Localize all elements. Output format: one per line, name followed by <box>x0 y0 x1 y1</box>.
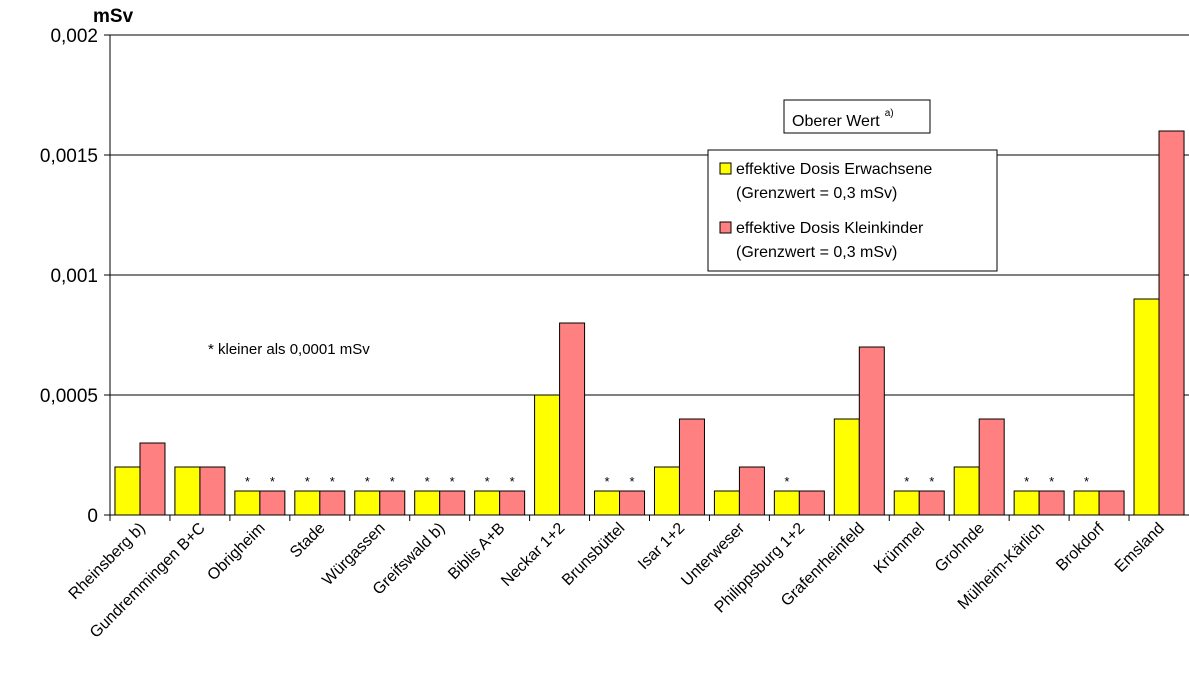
upper-value-footnote: a) <box>885 108 894 119</box>
bar-adults <box>713 490 740 516</box>
star-marker: * <box>784 474 789 489</box>
y-tick-label: 0 <box>87 506 98 527</box>
bar-children <box>1038 490 1065 516</box>
legend-label-children-limit: (Grenzwert = 0,3 mSv) <box>736 244 897 261</box>
bar-adults <box>653 466 680 516</box>
upper-value-box: Oberer Wert a) <box>783 99 931 134</box>
legend: effektive Dosis Erwachsene (Grenzwert = … <box>707 149 998 272</box>
x-tick-label: Stade <box>287 520 329 562</box>
legend-label-adults-limit: (Grenzwert = 0,3 mSv) <box>736 185 897 202</box>
y-tick-label: 0,0015 <box>40 146 98 167</box>
bar-adults <box>234 490 261 516</box>
bars <box>114 130 1185 516</box>
bar-children <box>199 466 226 516</box>
bar-adults <box>893 490 920 516</box>
star-marker: * <box>330 474 335 489</box>
bar-adults <box>594 490 621 516</box>
legend-label-children: effektive Dosis Kleinkinder <box>736 220 924 237</box>
star-marker: * <box>365 474 370 489</box>
star-marker: * <box>1049 474 1054 489</box>
bar-children <box>798 490 825 516</box>
bar-children <box>559 322 586 516</box>
star-marker: * <box>904 474 909 489</box>
star-marker: * <box>450 474 455 489</box>
star-marker: * <box>305 474 310 489</box>
legend-swatch-adults <box>719 162 732 175</box>
bar-adults <box>114 466 141 516</box>
star-marker: * <box>245 474 250 489</box>
bar-children <box>918 490 945 516</box>
bar-children <box>978 418 1005 516</box>
x-tick-label: Emsland <box>1112 520 1168 576</box>
star-marker: * <box>510 474 515 489</box>
bar-adults <box>534 394 561 516</box>
upper-value-label: Oberer Wert <box>792 113 880 130</box>
bar-adults <box>174 466 201 516</box>
bar-adults <box>414 490 441 516</box>
bar-children <box>139 442 166 516</box>
bar-children <box>619 490 646 516</box>
bar-children <box>379 490 406 516</box>
star-marker: * <box>270 474 275 489</box>
bar-children <box>678 418 705 516</box>
x-tick-label: Brokdorf <box>1053 519 1108 574</box>
gridlines <box>110 34 1189 396</box>
bar-children <box>858 346 885 516</box>
y-tick-label: 0,002 <box>50 26 98 47</box>
x-tick-label: Obrigheim <box>204 520 268 584</box>
bar-children <box>738 466 765 516</box>
bar-adults <box>1013 490 1040 516</box>
star-marker: * <box>485 474 490 489</box>
x-tick-label: Krümmel <box>871 520 928 577</box>
y-tick-label: 0,001 <box>50 266 98 287</box>
y-tick-label: 0,0005 <box>40 386 98 407</box>
star-marker: * <box>604 474 609 489</box>
bar-adults <box>953 466 980 516</box>
x-tick-label: Gundremmingen B+C <box>87 520 209 642</box>
star-marker: * <box>1024 474 1029 489</box>
axes <box>104 34 1189 521</box>
bar-children <box>439 490 466 516</box>
star-marker: * <box>1084 474 1089 489</box>
y-axis-unit-label: mSv <box>93 6 134 27</box>
bar-children <box>1158 130 1185 516</box>
bar-adults <box>354 490 381 516</box>
bar-adults <box>474 490 501 516</box>
x-tick-label: Brunsbüttel <box>559 520 628 589</box>
x-tick-label: Neckar 1+2 <box>498 520 568 590</box>
star-marker: * <box>425 474 430 489</box>
x-tick-label: Isar 1+2 <box>635 520 688 573</box>
bar-children <box>319 490 346 516</box>
bar-adults <box>773 490 800 516</box>
star-markers: * * * * * * * * * * * * * * * * * * <box>245 474 1089 489</box>
x-tick-label: Grohnde <box>932 520 988 576</box>
bar-adults <box>1073 490 1100 516</box>
legend-swatch-children <box>719 221 732 234</box>
star-marker: * <box>629 474 634 489</box>
bar-adults <box>1133 298 1160 516</box>
y-tick-labels: 0 0,0005 0,001 0,0015 0,002 <box>40 26 98 527</box>
bar-children <box>259 490 286 516</box>
bar-adults <box>833 418 860 516</box>
bar-children <box>499 490 526 516</box>
bar-children <box>1098 490 1125 516</box>
star-marker: * <box>929 474 934 489</box>
star-marker: * <box>390 474 395 489</box>
legend-label-adults: effektive Dosis Erwachsene <box>736 161 932 178</box>
x-tick-label: Biblis A+B <box>445 520 508 583</box>
star-note: * kleiner als 0,0001 mSv <box>208 341 370 358</box>
bar-adults <box>294 490 321 516</box>
